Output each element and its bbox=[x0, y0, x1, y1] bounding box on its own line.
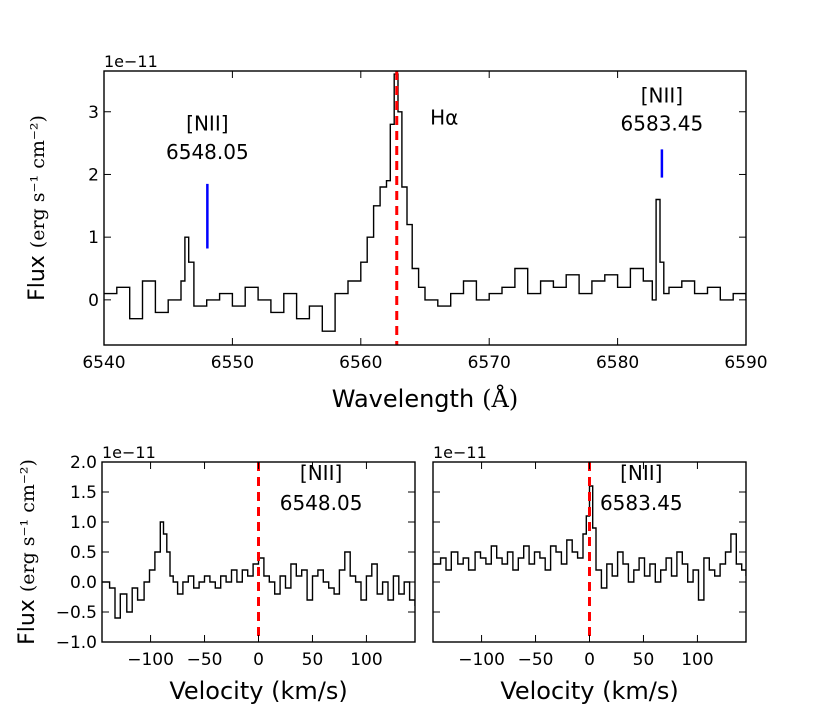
series-line bbox=[102, 521, 415, 619]
y-tick-label: 2 bbox=[88, 165, 99, 185]
x-tick-label: 0 bbox=[584, 650, 595, 670]
y-tick-label: 1.5 bbox=[70, 483, 97, 503]
y-scale-label: 1e−11 bbox=[104, 52, 158, 71]
annotation-text: [NII] bbox=[186, 112, 228, 136]
x-tick-label: 6550 bbox=[211, 353, 254, 373]
x-tick-label: −100 bbox=[127, 650, 174, 670]
x-tick-label: 100 bbox=[681, 650, 713, 670]
y-axis-title: Flux (erg s⁻¹ cm⁻²) bbox=[25, 115, 50, 301]
x-tick-label: −50 bbox=[518, 650, 554, 670]
x-axis-unit: (Å) bbox=[482, 384, 518, 413]
y-tick-label: 0 bbox=[88, 291, 99, 311]
axes-frame bbox=[103, 70, 747, 346]
annotation-text: Hα bbox=[430, 105, 458, 129]
top-panel: 6540 6550 6560 6570 6580 6590 0 1 2 3 1e−11 [NII] 65… bbox=[25, 52, 768, 413]
annotation-text: [NII] bbox=[300, 461, 342, 485]
y-tick-label: 3 bbox=[88, 103, 99, 123]
x-tick-label: 50 bbox=[633, 650, 655, 670]
bottom-left-panel: −100 −50 0 50 100 −1.0 −0.5 0.0 0.5 1.0 1.5 2.0 1e−1… bbox=[15, 443, 416, 705]
y-tick-label: 1 bbox=[88, 228, 99, 248]
x-tick-label: 6580 bbox=[596, 353, 639, 373]
y-scale-label: 1e−11 bbox=[102, 443, 156, 462]
y-tick-label: 0.0 bbox=[70, 573, 97, 593]
x-tick-label: 6570 bbox=[468, 353, 511, 373]
series-line bbox=[433, 485, 746, 601]
y-axis-title: Flux (erg s⁻¹ cm⁻²) bbox=[15, 459, 40, 645]
x-tick-label: 6540 bbox=[82, 353, 125, 373]
annotation-text: 6548.05 bbox=[280, 491, 363, 515]
annotation-text: 6548.05 bbox=[166, 140, 249, 164]
x-axis-label: Wavelength bbox=[332, 385, 474, 413]
y-scale-label: 1e−11 bbox=[433, 443, 487, 462]
y-tick-label: 1.0 bbox=[70, 513, 97, 533]
y-tick-label: −0.5 bbox=[56, 603, 97, 623]
bottom-right-panel: −100 −50 0 50 100 1e−11 [NII] 6583.45 Velocity (… bbox=[432, 443, 747, 705]
x-tick-label: 100 bbox=[350, 650, 382, 670]
y-tick-label: 0.5 bbox=[70, 543, 97, 563]
y-axis-unit: (erg s⁻¹ cm⁻²) bbox=[17, 459, 39, 592]
annotation-text: 6583.45 bbox=[600, 491, 683, 515]
x-axis-title: Velocity (km/s) bbox=[500, 677, 678, 705]
x-axis-title: Wavelength (Å) bbox=[332, 384, 518, 413]
y-axis-unit: (erg s⁻¹ cm⁻²) bbox=[27, 115, 49, 248]
y-tick-label: 2.0 bbox=[70, 453, 97, 473]
x-tick-label: 6560 bbox=[339, 353, 382, 373]
x-tick-label: 6590 bbox=[724, 353, 767, 373]
series-line bbox=[104, 73, 746, 332]
y-tick-label: −1.0 bbox=[56, 633, 97, 653]
x-tick-label: 50 bbox=[302, 650, 324, 670]
annotation-text: 6583.45 bbox=[621, 112, 704, 136]
y-axis-label: Flux bbox=[25, 255, 50, 301]
annotation-text: [NII] bbox=[641, 83, 683, 107]
x-tick-label: −100 bbox=[458, 650, 505, 670]
x-axis-title: Velocity (km/s) bbox=[169, 677, 347, 705]
y-axis-label: Flux bbox=[15, 599, 40, 645]
x-tick-label: 0 bbox=[253, 650, 264, 670]
annotation-text: [NII] bbox=[620, 461, 662, 485]
x-tick-label: −50 bbox=[187, 650, 223, 670]
